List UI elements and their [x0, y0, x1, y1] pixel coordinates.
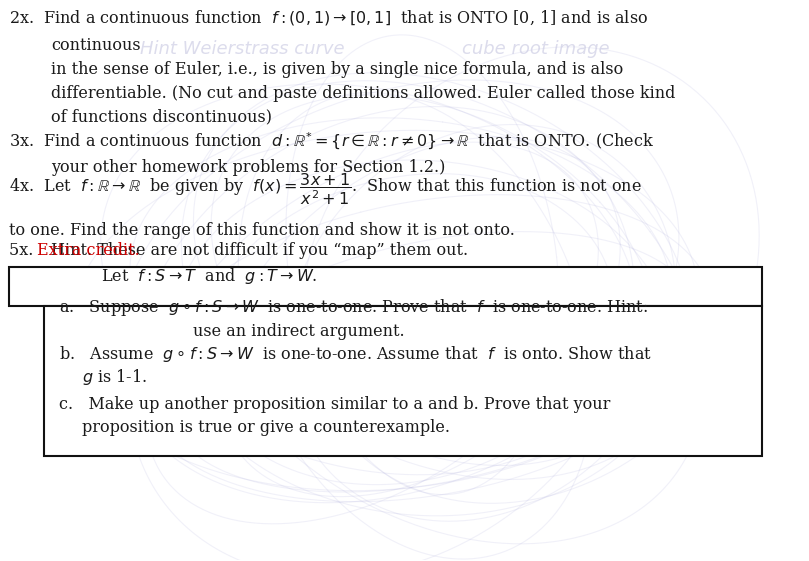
Text: 3x.  Find a continuous function  $d:\mathbb{R}^{*}=\{r\in\mathbb{R}:r\neq 0\}\ri: 3x. Find a continuous function $d:\mathb… [9, 131, 654, 152]
Text: c.   Make up another proposition similar to a and b. Prove that your: c. Make up another proposition similar t… [59, 397, 610, 413]
Text: differentiable. (No cut and paste definitions allowed. Euler called those kind: differentiable. (No cut and paste defini… [51, 85, 676, 102]
FancyBboxPatch shape [9, 266, 762, 306]
Text: Hint. These are not difficult if you “map” them out.: Hint. These are not difficult if you “ma… [51, 242, 468, 259]
Text: cube root image: cube root image [462, 40, 610, 58]
Text: 4x.  Let  $f:\mathbb{R}\rightarrow\mathbb{R}$  be given by  $f(x)=\dfrac{3x+1}{x: 4x. Let $f:\mathbb{R}\rightarrow\mathbb{… [9, 171, 642, 207]
Text: Hint Weierstrass curve: Hint Weierstrass curve [140, 40, 345, 58]
FancyBboxPatch shape [44, 306, 762, 456]
Text: to one. Find the range of this function and show it is not onto.: to one. Find the range of this function … [9, 222, 515, 238]
Text: in the sense of Euler, i.e., is given by a single nice formula, and is also: in the sense of Euler, i.e., is given by… [51, 61, 624, 79]
Text: 5x.: 5x. [9, 242, 44, 259]
Text: Extra credit.: Extra credit. [37, 242, 140, 259]
Text: a.   Suppose  $g\circ f:S\rightarrow W$  is one-to-one. Prove that  $f$  is one-: a. Suppose $g\circ f:S\rightarrow W$ is … [59, 297, 648, 319]
Text: b.   Assume  $g\circ f:S\rightarrow W$  is one-to-one. Assume that  $f$  is onto: b. Assume $g\circ f:S\rightarrow W$ is o… [59, 344, 652, 364]
Text: 2x.  Find a continuous function  $f:(0,1)\rightarrow[0,1]$  that is ONTO [0, 1] : 2x. Find a continuous function $f:(0,1)\… [9, 7, 648, 26]
Text: $g$ is 1-1.: $g$ is 1-1. [82, 366, 147, 387]
Text: continuous: continuous [51, 38, 141, 54]
Text: your other homework problems for Section 1.2.): your other homework problems for Section… [51, 159, 446, 176]
Text: Let  $f:S\rightarrow T$  and  $g:T\rightarrow W$.: Let $f:S\rightarrow T$ and $g:T\rightarr… [101, 266, 318, 286]
Text: proposition is true or give a counterexample.: proposition is true or give a counterexa… [82, 419, 450, 436]
Text: use an indirect argument.: use an indirect argument. [193, 323, 405, 340]
Text: of functions discontinuous): of functions discontinuous) [51, 108, 273, 125]
